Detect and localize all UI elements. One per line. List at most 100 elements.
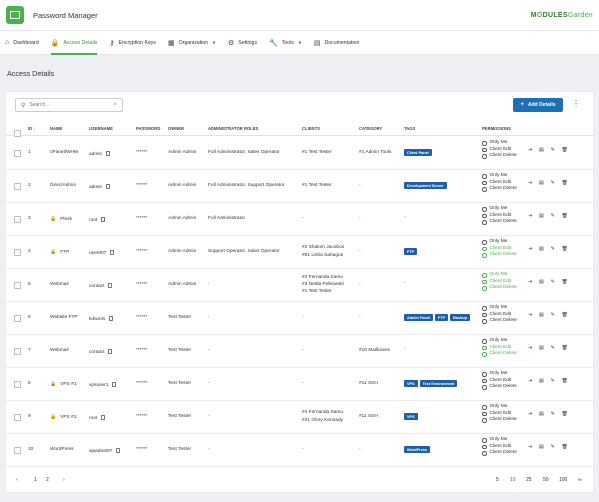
permission-option[interactable]: Client Edit (482, 213, 517, 220)
copy-icon[interactable] (106, 184, 111, 189)
delete-icon[interactable]: 🗑 (561, 148, 568, 153)
column-username[interactable]: USERNAME (89, 126, 113, 131)
login-icon[interactable]: ⇥ (528, 346, 533, 351)
edit-icon[interactable]: ✎ (550, 181, 555, 186)
radio-icon[interactable] (482, 286, 487, 291)
row-client[interactable]: #4 Fernanda Samu (302, 274, 344, 280)
radio-icon[interactable] (482, 451, 487, 456)
search-input[interactable] (29, 102, 100, 108)
search-box[interactable]: ⚲ × (15, 98, 123, 112)
edit-icon[interactable]: ✎ (550, 379, 555, 384)
radio-icon[interactable] (482, 339, 487, 344)
permission-option[interactable]: Client Edit (482, 312, 517, 319)
login-icon[interactable]: ⇥ (528, 412, 533, 417)
permission-option[interactable]: Only Me (482, 206, 517, 213)
permission-option[interactable]: Client Edit (482, 246, 517, 253)
column-permissions[interactable]: PERMISSIONS (482, 126, 512, 131)
row-checkbox[interactable] (14, 414, 21, 421)
login-icon[interactable]: ⇥ (528, 280, 533, 285)
row-checkbox[interactable] (14, 282, 21, 289)
permission-option[interactable]: Client Edit (482, 147, 517, 154)
permission-option[interactable]: Client Edit (482, 378, 517, 385)
radio-icon[interactable] (482, 213, 487, 219)
page-size-4[interactable]: 100 (559, 477, 568, 483)
permission-option[interactable]: Client Edit (482, 180, 517, 187)
permission-option[interactable]: Only Me (482, 371, 517, 378)
permission-option[interactable]: Client Delete (482, 186, 517, 193)
login-icon[interactable]: ⇥ (528, 148, 533, 153)
row-client[interactable]: #61 Lisha Sahagun (302, 252, 344, 258)
details-icon[interactable]: ▤ (539, 247, 544, 252)
permission-option[interactable]: Client Edit (482, 345, 517, 352)
column-owner[interactable]: OWNER (168, 126, 185, 131)
permission-option[interactable]: Client Delete (482, 450, 517, 457)
row-client[interactable]: #1 Test Tester (302, 183, 332, 188)
more-options-icon[interactable]: ⋮ (572, 99, 580, 108)
radio-icon[interactable] (482, 174, 487, 179)
next-page-button[interactable]: › (63, 477, 65, 483)
edit-icon[interactable]: ✎ (550, 214, 555, 219)
page-size-5[interactable]: ∞ (578, 477, 582, 483)
copy-icon[interactable] (101, 415, 106, 420)
copy-icon[interactable] (116, 448, 121, 453)
radio-icon[interactable] (482, 279, 487, 285)
permission-option[interactable]: Client Edit (482, 411, 517, 418)
permission-option[interactable]: Only Me (482, 437, 517, 444)
edit-icon[interactable]: ✎ (550, 346, 555, 351)
row-owner[interactable]: Test Tester (168, 348, 192, 353)
copy-icon[interactable] (101, 217, 106, 222)
permission-option[interactable]: Client Delete (482, 153, 517, 160)
nav-settings[interactable]: ⚙ Settings (228, 31, 257, 55)
row-checkbox[interactable] (14, 183, 21, 190)
radio-icon[interactable] (482, 418, 487, 423)
copy-icon[interactable] (106, 151, 111, 156)
permission-option[interactable]: Client Delete (482, 351, 517, 358)
row-owner[interactable]: Admin Admin (168, 282, 197, 287)
radio-icon[interactable] (482, 345, 487, 351)
radio-icon[interactable] (482, 220, 487, 225)
column-admin-roles[interactable]: ADMINISTRATOR ROLES (208, 126, 259, 131)
page-size-1[interactable]: 10 (510, 477, 516, 483)
details-icon[interactable]: ▤ (539, 412, 544, 417)
page-size-3[interactable]: 50 (543, 477, 549, 483)
column-category[interactable]: CATEGORY (359, 126, 383, 131)
radio-icon[interactable] (482, 378, 487, 384)
column-id[interactable]: ID ↑ (28, 126, 36, 131)
permission-option[interactable]: Client Edit (482, 279, 517, 286)
details-icon[interactable]: ▤ (539, 379, 544, 384)
permission-option[interactable]: Only Me (482, 173, 517, 180)
delete-icon[interactable]: 🗑 (561, 313, 568, 318)
copy-icon[interactable] (112, 382, 117, 387)
radio-icon[interactable] (482, 372, 487, 377)
permission-option[interactable]: Client Delete (482, 318, 517, 325)
permission-option[interactable]: Only Me (482, 404, 517, 411)
edit-icon[interactable]: ✎ (550, 412, 555, 417)
page-size-0[interactable]: 5 (496, 477, 499, 483)
page-1-button[interactable]: 1 (34, 477, 37, 483)
row-checkbox[interactable] (14, 315, 21, 322)
copy-icon[interactable] (109, 316, 114, 321)
row-owner[interactable]: Test Tester (168, 447, 192, 452)
permission-option[interactable]: Only Me (482, 338, 517, 345)
row-client[interactable]: #2 Shalom Jacobos (302, 245, 345, 251)
column-name[interactable]: NAME (50, 126, 63, 131)
delete-icon[interactable]: 🗑 (561, 181, 568, 186)
row-checkbox[interactable] (14, 216, 21, 223)
copy-icon[interactable] (108, 283, 113, 288)
clear-search-icon[interactable]: × (113, 102, 117, 108)
permission-option[interactable]: Client Delete (482, 285, 517, 292)
delete-icon[interactable]: 🗑 (561, 379, 568, 384)
radio-icon[interactable] (482, 187, 487, 192)
radio-icon[interactable] (482, 253, 487, 258)
delete-icon[interactable]: 🗑 (561, 214, 568, 219)
edit-icon[interactable]: ✎ (550, 247, 555, 252)
row-client[interactable]: #3 Nelda Pelkowski (302, 282, 344, 287)
login-icon[interactable]: ⇥ (528, 214, 533, 219)
radio-icon[interactable] (482, 319, 487, 324)
radio-icon[interactable] (482, 147, 487, 153)
nav-access-details[interactable]: 🔒 Access Details (50, 31, 97, 55)
radio-icon[interactable] (482, 411, 487, 417)
delete-icon[interactable]: 🗑 (561, 445, 568, 450)
details-icon[interactable]: ▤ (539, 148, 544, 153)
row-owner[interactable]: Admin Admin (168, 249, 197, 254)
